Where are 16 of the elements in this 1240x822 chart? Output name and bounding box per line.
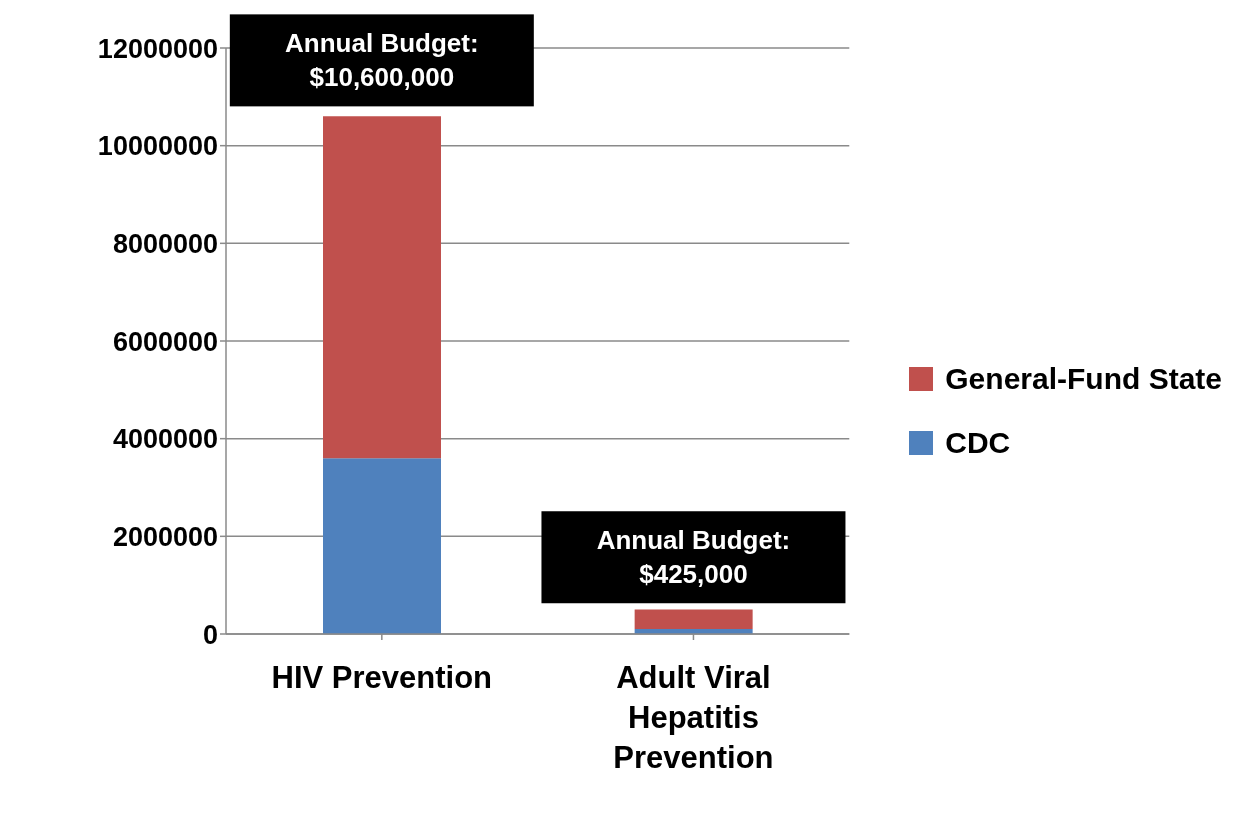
bar	[634, 609, 753, 630]
y-tick-label: 2000000	[112, 521, 218, 552]
annotation: Annual Budget: $10,600,000	[285, 28, 479, 93]
y-tick-label: 8000000	[112, 228, 218, 259]
y-tick-label: 4000000	[112, 424, 218, 455]
annotation: Annual Budget: $425,000	[596, 525, 791, 590]
x-tick-label: Adult Viral Hepatitis Prevention	[613, 660, 774, 775]
legend-label: General-Fund State	[945, 362, 1222, 396]
y-tick-label: 10000000	[97, 131, 218, 162]
bar	[323, 116, 441, 459]
bar	[323, 458, 441, 634]
y-tick-label: 12000000	[97, 33, 218, 64]
x-tick-label: HIV Prevention	[271, 660, 493, 695]
y-tick-label: 0	[202, 619, 218, 650]
legend-label: CDC	[945, 426, 1011, 460]
y-tick-label: 6000000	[112, 326, 218, 357]
